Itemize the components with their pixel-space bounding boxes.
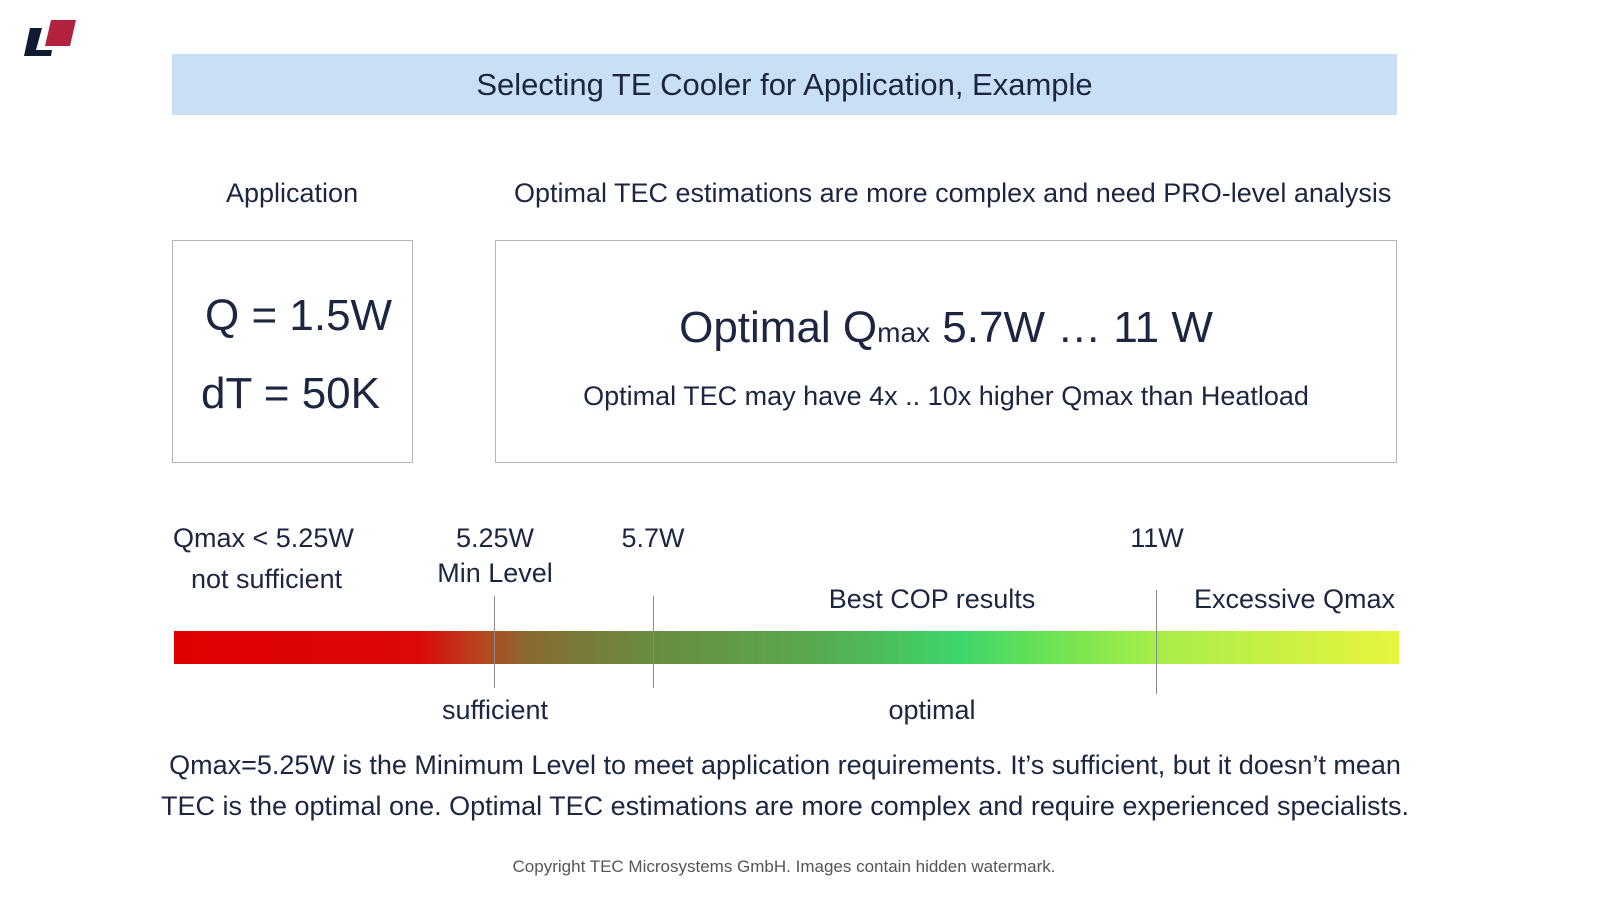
min-level-marker xyxy=(494,596,495,688)
conclusion-line-2: TEC is the optimal one. Optimal TEC esti… xyxy=(160,791,1410,821)
optimal-start-value: 5.7W xyxy=(621,523,685,553)
copyright-footer: Copyright TEC Microsystems GmbH. Images … xyxy=(512,857,1056,876)
application-heading: Application xyxy=(226,178,359,208)
optimal-start-marker xyxy=(653,596,654,688)
insufficient-value: Qmax < 5.25W xyxy=(173,523,354,553)
qmax-gradient-bar xyxy=(174,631,1399,664)
slide-title: Selecting TE Cooler for Application, Exa… xyxy=(172,54,1397,115)
heatload-value: Q = 1.5W xyxy=(205,291,393,340)
range-prefix: Optimal Q xyxy=(679,303,878,352)
delta-t-value: dT = 50K xyxy=(201,369,380,418)
company-logo xyxy=(24,20,76,56)
min-label: Min Level xyxy=(437,558,553,588)
best-cop-label: Best COP results xyxy=(828,584,1036,614)
range-sub: max xyxy=(877,317,931,348)
optimal-end-marker xyxy=(1156,590,1157,694)
insufficient-label: not sufficient xyxy=(191,564,343,594)
optimal-range: Optimal Qmax 5.7W … 11 W xyxy=(496,303,1396,353)
optimal-label: optimal xyxy=(888,695,976,725)
sufficient-label: sufficient xyxy=(441,695,549,725)
optimal-box: Optimal Qmax 5.7W … 11 W Optimal TEC may… xyxy=(495,240,1397,463)
conclusion-line-1: Qmax=5.25W is the Minimum Level to meet … xyxy=(169,750,1401,780)
optimal-end-value: 11W xyxy=(1130,523,1184,553)
application-box: Q = 1.5W dT = 50K xyxy=(172,240,413,463)
min-value: 5.25W xyxy=(455,523,535,553)
optimal-heading: Optimal TEC estimations are more complex… xyxy=(514,178,1392,208)
range-value: 5.7W … 11 W xyxy=(930,303,1213,352)
excessive-label: Excessive Qmax xyxy=(1194,584,1396,614)
optimal-note: Optimal TEC may have 4x .. 10x higher Qm… xyxy=(583,381,1309,411)
